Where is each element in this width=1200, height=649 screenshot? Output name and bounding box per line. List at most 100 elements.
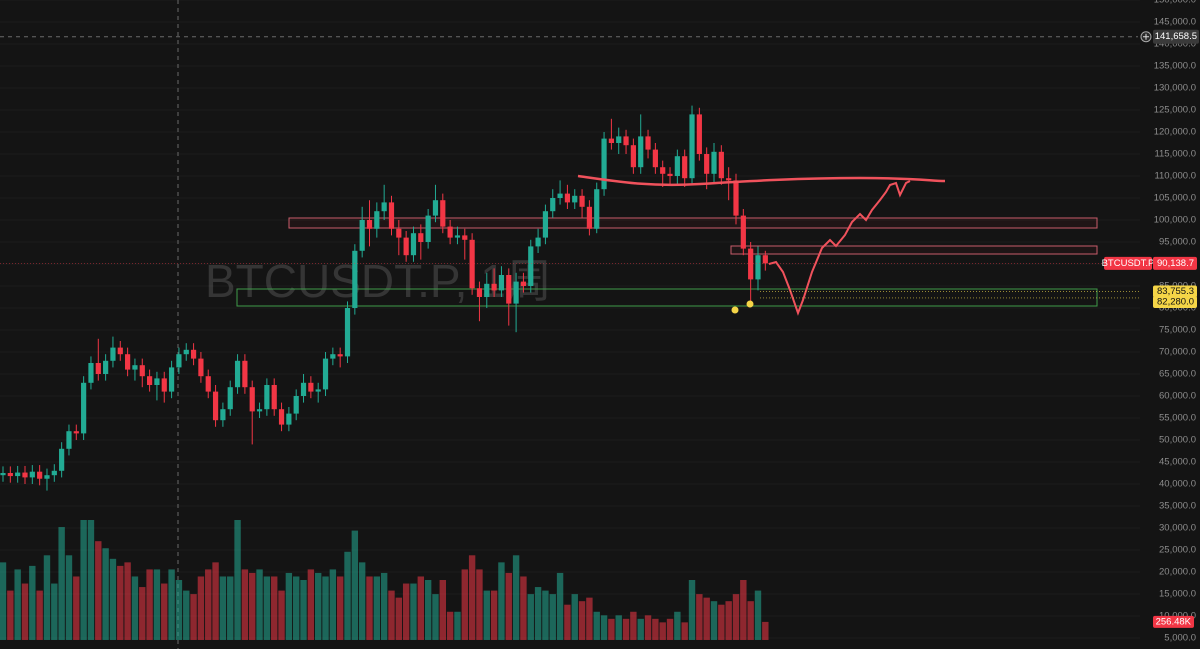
candle-body [300, 382, 307, 396]
zones [236, 217, 1098, 307]
volume-bar [395, 597, 403, 640]
volume-bar [681, 622, 688, 640]
candle-body [293, 396, 299, 414]
candle-body [630, 145, 636, 168]
y-tick-label: 100,000.0 [1154, 215, 1196, 226]
candle-body [359, 220, 365, 251]
volume-bar [410, 583, 417, 640]
candle-body [73, 431, 79, 434]
candle-body [660, 167, 666, 174]
volume-bar [249, 572, 256, 640]
candle-body [396, 228, 402, 238]
candle-body [403, 237, 409, 256]
candle-body [476, 288, 483, 297]
candle-body [682, 156, 688, 179]
candle-body [66, 431, 72, 449]
volume-bar [740, 580, 747, 640]
candle-body [711, 151, 717, 174]
candle-body [513, 281, 519, 304]
candle-body [674, 156, 680, 176]
y-tick-label: 135,000.0 [1154, 61, 1196, 72]
volume-bar [234, 520, 241, 640]
y-tick-label: 125,000.0 [1154, 105, 1196, 116]
y-tick-label: 40,000.0 [1159, 479, 1196, 490]
candle-body [59, 448, 65, 471]
volume-bar [117, 565, 124, 640]
candle-body [286, 413, 292, 425]
candle-body [535, 237, 541, 247]
y-tick-label: 55,000.0 [1159, 413, 1196, 424]
volume-bar [21, 583, 29, 640]
volume-bar [424, 580, 432, 640]
y-tick-label: 105,000.0 [1154, 193, 1196, 204]
volume-bar [329, 569, 337, 640]
volume-bar [512, 555, 520, 640]
candle-body [740, 215, 746, 249]
y-tick-label: 95,000.0 [1159, 237, 1196, 248]
candle-body [51, 470, 57, 476]
candle-body [139, 365, 145, 377]
y-tick-label: 120,000.0 [1154, 127, 1196, 138]
candle-body [520, 281, 527, 286]
candle-body [410, 233, 417, 256]
candle-body [755, 255, 761, 280]
marker [731, 306, 739, 314]
candle-body [322, 358, 329, 390]
volume-bar [520, 576, 527, 640]
candle-body [168, 367, 175, 392]
volume-bar [322, 576, 329, 640]
drawn-projection [768, 180, 911, 316]
volume-bar [351, 530, 359, 640]
candle-body [762, 255, 768, 264]
price-labels: BTCUSDT.P 90,138.7 141,658.5 83,755.382,280… [0, 29, 1199, 628]
candle-body [454, 235, 461, 238]
volume-bar [153, 569, 161, 640]
candle-body [557, 193, 563, 198]
volume-bar [43, 555, 51, 640]
volume-bar [644, 615, 652, 640]
candle-body [278, 409, 285, 425]
volume-bar [600, 615, 608, 640]
symbol-tag-bg [1104, 256, 1152, 270]
candle-body [249, 387, 255, 412]
volume-bar [95, 541, 102, 640]
crosshair-label: 141,658.5 [1155, 31, 1197, 42]
volume-bar [417, 576, 425, 640]
volume-bar [197, 576, 205, 640]
candle-body [330, 354, 336, 359]
crosshair-bg [1153, 29, 1199, 44]
volume-bar [718, 604, 725, 640]
candle-body [528, 246, 534, 286]
volume-bar [183, 590, 190, 640]
volume-bar [87, 520, 95, 640]
candle-body [491, 283, 497, 291]
candle-body [242, 360, 248, 388]
marker [746, 300, 754, 308]
candle-body [256, 409, 263, 412]
volume-bar [131, 576, 139, 640]
volume-bar [161, 583, 168, 640]
candle-body [205, 376, 211, 392]
candles [0, 105, 769, 640]
volume-bar [14, 569, 21, 640]
candle-body [103, 360, 109, 374]
volume-bar [615, 615, 622, 640]
candle-body [388, 202, 395, 229]
candle-body [125, 354, 131, 370]
volume-bar [388, 590, 395, 640]
volume-bar [0, 562, 7, 640]
candle-body [154, 378, 160, 385]
volume-bar [439, 580, 446, 640]
volume-bar [36, 590, 43, 640]
volume-bar [754, 590, 762, 640]
candle-body [132, 365, 138, 370]
volume-bar [278, 590, 285, 640]
volume-bar [205, 569, 212, 640]
candle-body [44, 475, 50, 479]
volume-bar [109, 558, 117, 640]
volume-bar [190, 594, 197, 640]
candle-body [110, 347, 116, 361]
candle-body [594, 189, 600, 229]
y-tick-label: 150,000.0 [1154, 0, 1196, 6]
y-tick-label: 30,000.0 [1159, 523, 1196, 534]
